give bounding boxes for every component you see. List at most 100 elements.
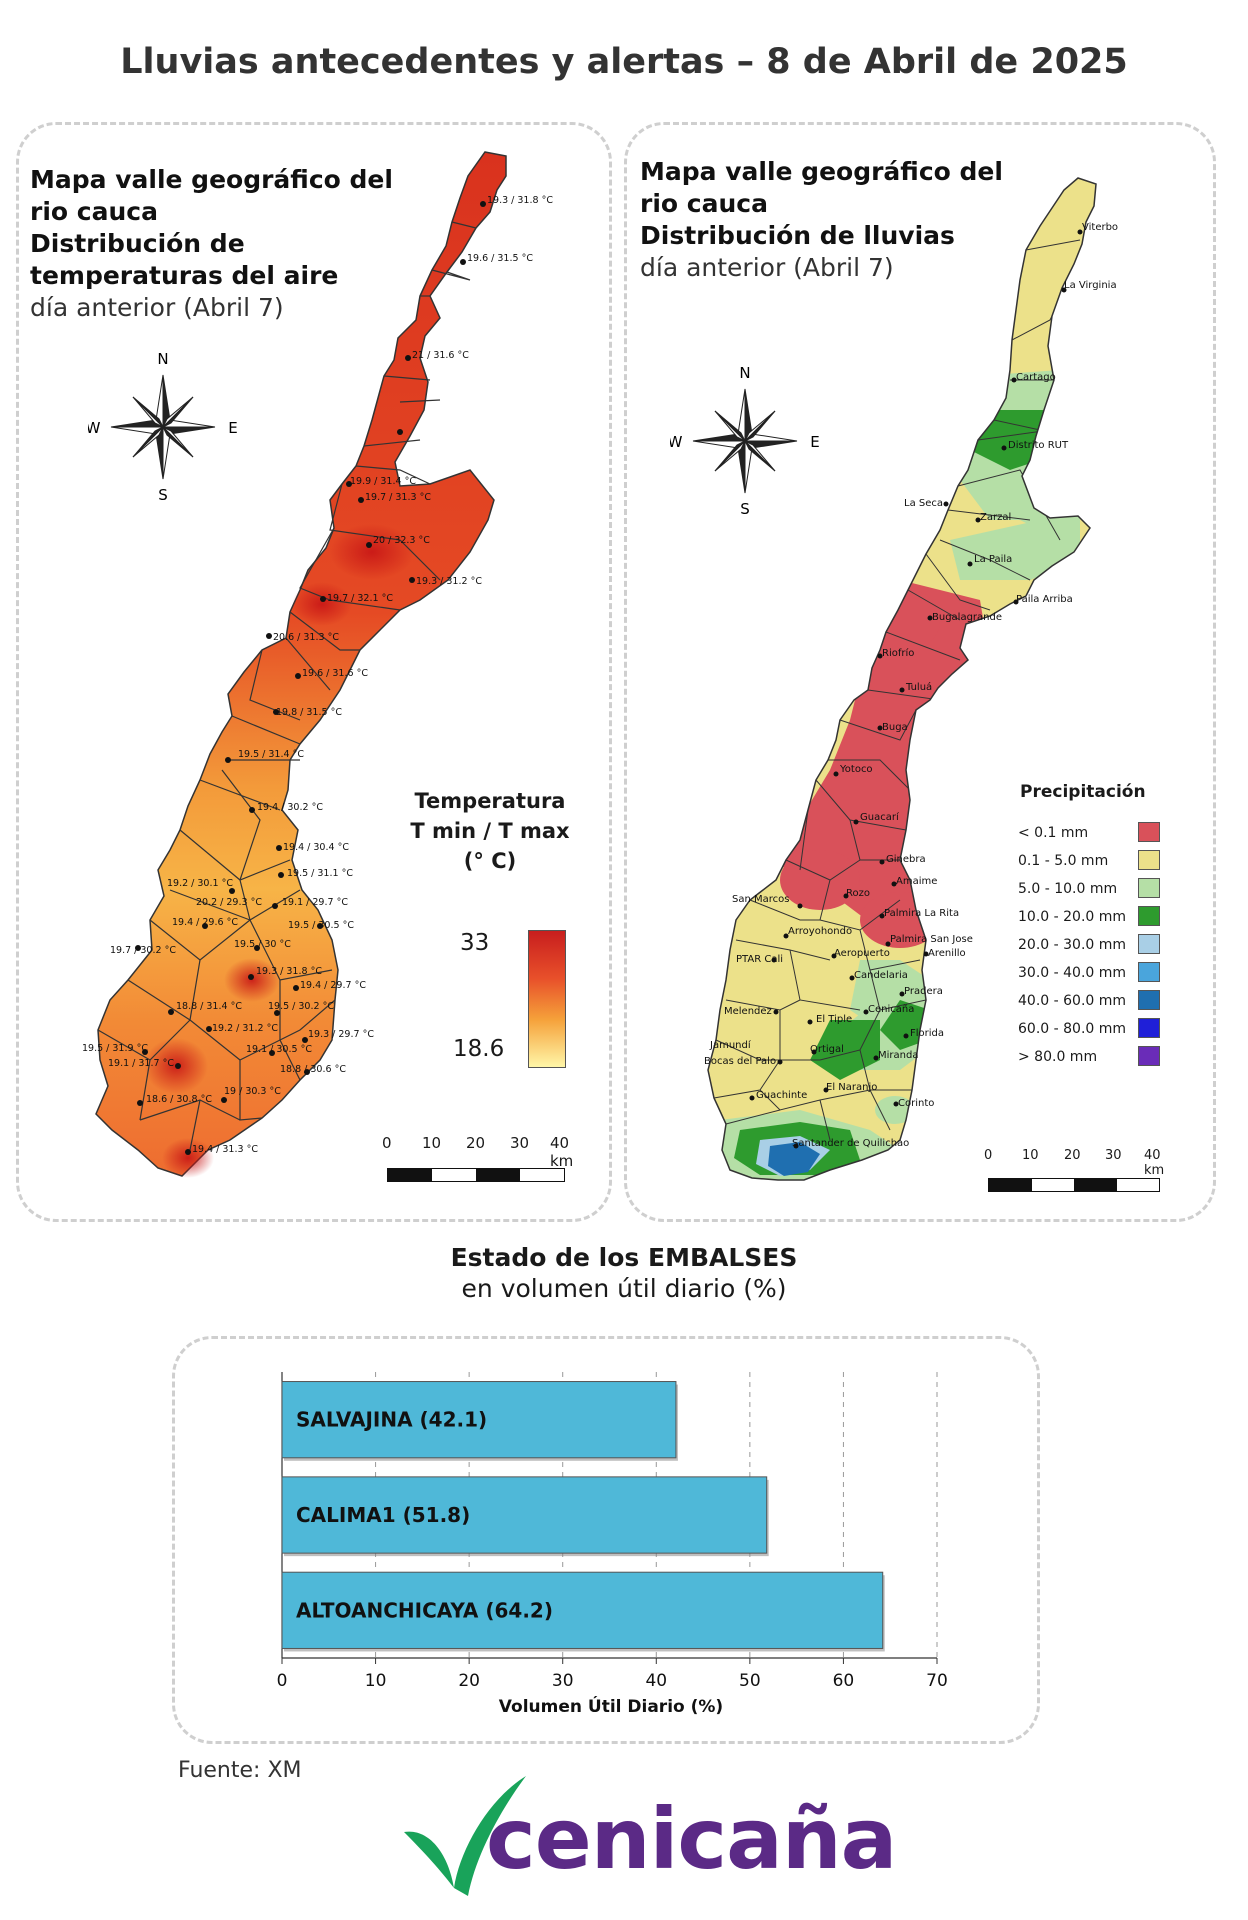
temp-station-label: 19.8 / 31.5 °C xyxy=(276,707,342,718)
place-label: Jamundí xyxy=(709,1039,752,1051)
place-label: El Naranjo xyxy=(826,1082,877,1093)
temp-station-label: 18.8 / 30.6 °C xyxy=(280,1064,346,1075)
x-tick-label: 30 xyxy=(552,1671,574,1691)
scale-tick: 0 xyxy=(382,1134,392,1152)
scale-tick: 20 xyxy=(466,1134,486,1152)
temp-station-label: 18.8 / 31.4 °C xyxy=(176,1001,242,1012)
scale-tick: 10 xyxy=(422,1134,442,1152)
rain-map-title: Mapa valle geográfico del rio cauca Dist… xyxy=(640,156,1020,284)
temp-station-label: 19 / 30.3 °C xyxy=(224,1086,281,1097)
place-label: Pradera xyxy=(904,986,943,997)
temp-title-line4: temperaturas del aire xyxy=(30,261,339,290)
place-label: Palmira San Jose xyxy=(890,934,973,945)
scale-tick: 40 km xyxy=(550,1134,574,1170)
compass-s: S xyxy=(740,500,750,516)
x-tick-label: 20 xyxy=(458,1671,480,1691)
x-tick-label: 40 xyxy=(645,1671,667,1691)
x-tick-label: 60 xyxy=(833,1671,855,1691)
place-label: Zarzal xyxy=(980,512,1011,523)
scale-tick: 30 xyxy=(510,1134,530,1152)
place-label: Corinto xyxy=(898,1098,934,1109)
temp-station-label: 19.5 / 31.1 °C xyxy=(287,868,353,879)
temp-station-label: 20.2 / 29.3 °C xyxy=(196,897,262,908)
place-label: La Virginia xyxy=(1064,280,1117,291)
precipitation-legend: Precipitación < 0.1 mm 0.1 - 5.0 mm 5.0 - … xyxy=(1018,782,1198,1074)
place-label: Rozo xyxy=(846,888,870,899)
place-label: El Tiple xyxy=(816,1014,852,1025)
precip-legend-row: 40.0 - 60.0 mm xyxy=(1018,990,1198,1018)
compass-n: N xyxy=(739,366,750,382)
temp-legend-min: 18.6 xyxy=(453,1036,505,1062)
temp-title-line2: rio cauca xyxy=(30,197,158,226)
temp-station-label: 19.4 / 30.4 °C xyxy=(283,842,349,853)
place-label: Cenicaña xyxy=(868,1004,914,1015)
temp-station-label: 19.5 / 30 °C xyxy=(234,939,291,950)
temp-legend-max: 33 xyxy=(460,930,490,956)
temp-station-label: 19.6 / 31.5 °C xyxy=(467,253,533,264)
precip-legend-label: 30.0 - 40.0 mm xyxy=(1018,965,1127,981)
temp-station-label: 19.5 / 30.5 °C xyxy=(288,920,354,931)
place-label: San Marcos xyxy=(732,894,789,905)
temp-station-label: 19.6 / 31.6 °C xyxy=(302,668,368,679)
logo-wordmark: cenicaña xyxy=(486,1790,897,1888)
precip-legend-label: 5.0 - 10.0 mm xyxy=(1018,881,1118,897)
temp-station-label: 20 / 32.3 °C xyxy=(373,535,430,546)
place-label: Bugalagrande xyxy=(932,612,1002,623)
precip-legend-row: 30.0 - 40.0 mm xyxy=(1018,962,1198,990)
temp-station-label: 19.3 / 29.7 °C xyxy=(308,1029,374,1040)
place-label: Florida xyxy=(910,1028,944,1039)
place-label: Palmira La Rita xyxy=(884,908,959,919)
temp-station-label: 19.4 / 29.6 °C xyxy=(172,917,238,928)
place-label: Miranda xyxy=(878,1050,918,1061)
precip-legend-row: 20.0 - 30.0 mm xyxy=(1018,934,1198,962)
compass-w: W xyxy=(670,433,683,451)
compass-w: W xyxy=(88,419,101,437)
place-label: Arenillo xyxy=(928,948,966,959)
precip-legend-swatch xyxy=(1138,962,1160,982)
precip-legend-swatch xyxy=(1138,934,1160,954)
reservoir-bar xyxy=(281,1381,677,1459)
bar-label: ALTOANCHICAYA (64.2) xyxy=(296,1598,553,1622)
precip-legend-row: 0.1 - 5.0 mm xyxy=(1018,850,1198,878)
precip-legend-label: < 0.1 mm xyxy=(1018,825,1089,841)
temp-subtitle: día anterior (Abril 7) xyxy=(30,293,284,322)
place-label: Distrito RUT xyxy=(1008,440,1069,451)
place-label: La Seca xyxy=(904,498,943,509)
x-axis-title: Volumen Útil Diario (%) xyxy=(499,1695,723,1717)
temp-station-dots xyxy=(135,201,486,1155)
precip-legend-label: 20.0 - 30.0 mm xyxy=(1018,937,1127,953)
bar-label: CALIMA1 (51.8) xyxy=(296,1503,470,1527)
temp-station-label: 19.1 / 30.5 °C xyxy=(246,1044,312,1055)
precip-legend-row: > 80.0 mm xyxy=(1018,1046,1198,1074)
x-tick-label: 50 xyxy=(739,1671,761,1691)
compass-e: E xyxy=(810,433,819,451)
precip-legend-swatch xyxy=(1138,906,1160,926)
temp-legend-line3: (° C) xyxy=(463,849,517,873)
temp-station-label: 19.5 / 31.9 °C xyxy=(82,1043,148,1054)
place-label: Paila Arriba xyxy=(1016,594,1073,605)
rain-title-line1: Mapa valle geográfico del xyxy=(640,157,1003,186)
x-tick-label: 0 xyxy=(277,1671,288,1691)
temp-map-title: Mapa valle geográfico del rio cauca Dist… xyxy=(30,164,410,324)
compass-n: N xyxy=(157,352,168,368)
temperature-map: 19.3 / 31.8 °C 19.6 / 31.5 °C 21 / 31.6 … xyxy=(82,151,553,1178)
rainfall-map-panel xyxy=(624,122,1216,1222)
precip-legend-swatch xyxy=(1138,1046,1160,1066)
place-label: Tuluá xyxy=(905,681,932,693)
scale-bar: 0 10 20 30 40 km xyxy=(382,1134,574,1194)
compass-rose-icon: N S E W xyxy=(88,352,238,502)
place-label: Riofrío xyxy=(882,647,914,659)
precip-legend-label: 0.1 - 5.0 mm xyxy=(1018,853,1109,869)
temp-station-label: 20.6 / 31.3 °C xyxy=(273,632,339,643)
temp-title-line1: Mapa valle geográfico del xyxy=(30,165,393,194)
precip-legend-row: 5.0 - 10.0 mm xyxy=(1018,878,1198,906)
scale-tick: 20 xyxy=(1064,1148,1081,1163)
cenicana-leaf-icon xyxy=(404,1776,526,1896)
temp-station-label: 19.7 / 30.2 °C xyxy=(110,945,176,956)
source-note: Fuente: XM xyxy=(178,1758,302,1783)
rain-region-outline xyxy=(707,177,1097,1181)
place-label: Arroyohondo xyxy=(788,926,852,937)
place-label: Bocas del Palo xyxy=(704,1056,776,1067)
compass-rose-icon: N S E W xyxy=(670,366,820,516)
rainfall-map: Viterbo La Virginia Cartago Distrito RUT… xyxy=(704,177,1118,1181)
